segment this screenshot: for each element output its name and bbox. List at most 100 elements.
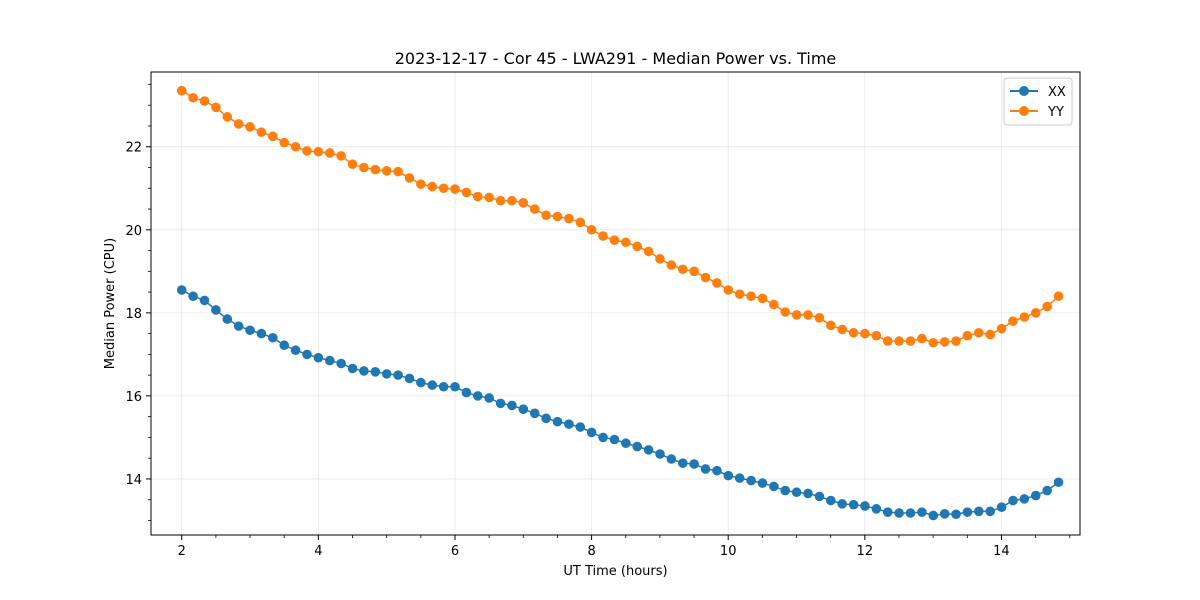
data-point-yy <box>757 293 768 304</box>
data-point-xx <box>381 369 392 379</box>
data-point-yy <box>666 260 677 270</box>
data-point-yy <box>655 254 665 264</box>
data-point-xx <box>689 459 699 469</box>
data-point-yy <box>586 224 597 235</box>
data-point-xx <box>837 499 847 509</box>
data-point-xx <box>222 314 233 324</box>
x-tick-label: 14 <box>993 544 1010 559</box>
data-point-yy <box>381 166 392 176</box>
data-point-yy <box>848 327 859 338</box>
data-point-xx <box>1019 494 1030 504</box>
data-point-xx <box>416 377 426 388</box>
y-tick-label: 18 <box>125 307 142 322</box>
data-point-yy <box>529 204 540 214</box>
data-point-yy <box>677 264 688 275</box>
grid <box>151 72 1080 535</box>
data-point-yy <box>199 96 210 106</box>
data-point-xx <box>723 470 734 481</box>
data-point-yy <box>324 148 335 158</box>
data-point-yy <box>313 146 324 157</box>
data-point-yy <box>712 278 722 288</box>
data-point-yy <box>1008 316 1018 326</box>
data-point-xx <box>564 419 574 429</box>
data-point-xx <box>188 291 198 302</box>
data-point-xx <box>826 495 836 506</box>
data-point-xx <box>621 438 631 449</box>
data-point-xx <box>734 473 745 483</box>
data-point-xx <box>757 478 768 488</box>
y-tick-label: 20 <box>125 224 142 239</box>
data-point-xx <box>1030 490 1041 501</box>
series-line-xx <box>181 289 1059 517</box>
data-point-xx <box>974 506 984 517</box>
data-point-yy <box>803 310 813 320</box>
data-point-yy <box>359 162 369 173</box>
data-point-yy <box>791 310 802 320</box>
data-point-xx <box>211 305 221 315</box>
y-tick-label: 22 <box>125 141 142 156</box>
data-point-yy <box>882 336 893 346</box>
data-point-yy <box>609 235 620 245</box>
data-point-yy <box>1053 291 1064 302</box>
data-point-yy <box>905 336 916 346</box>
x-tick-label: 2 <box>178 544 186 559</box>
data-point-yy <box>860 328 870 339</box>
data-point-yy <box>894 336 904 346</box>
x-axis-label: UT Time (hours) <box>563 564 667 579</box>
data-point-xx <box>712 465 722 476</box>
data-point-xx <box>609 434 620 445</box>
series-line-yy <box>181 90 1060 344</box>
data-point-xx <box>769 481 779 492</box>
data-point-xx <box>746 475 756 486</box>
legend-marker-yy <box>1019 106 1029 116</box>
data-point-yy <box>1030 308 1041 318</box>
x-tick-label: 4 <box>314 544 322 559</box>
data-point-xx <box>780 485 791 496</box>
data-point-xx <box>655 449 665 459</box>
data-point-yy <box>211 102 221 113</box>
data-point-xx <box>803 488 813 499</box>
data-point-yy <box>598 231 608 241</box>
data-point-xx <box>951 509 961 520</box>
data-point-yy <box>871 330 882 341</box>
data-point-xx <box>507 400 517 411</box>
data-point-xx <box>176 285 187 295</box>
legend-marker-xx <box>1019 86 1029 96</box>
data-point-yy <box>541 210 551 221</box>
data-point-xx <box>700 464 711 474</box>
data-point-yy <box>814 313 825 323</box>
data-point-xx <box>871 504 882 514</box>
data-point-yy <box>564 213 574 224</box>
data-point-xx <box>404 373 415 384</box>
data-point-yy <box>347 159 358 169</box>
data-point-yy <box>473 191 483 202</box>
legend-label-xx: XX <box>1048 85 1066 100</box>
data-point-xx <box>814 491 825 502</box>
data-point-xx <box>245 325 255 336</box>
data-point-yy <box>552 211 563 222</box>
data-point-xx <box>586 427 597 438</box>
data-point-yy <box>495 195 506 206</box>
data-point-yy <box>268 131 278 142</box>
data-point-xx <box>962 507 973 517</box>
data-point-xx <box>1008 495 1018 506</box>
data-point-xx <box>302 349 312 360</box>
data-point-yy <box>507 195 517 206</box>
data-point-yy <box>1042 301 1052 312</box>
data-point-xx <box>848 499 859 510</box>
data-point-xx <box>860 501 870 511</box>
data-point-yy <box>302 146 312 156</box>
data-point-xx <box>666 454 677 464</box>
data-point-xx <box>233 321 244 331</box>
data-point-yy <box>336 151 346 161</box>
data-point-xx <box>359 366 369 376</box>
data-point-yy <box>769 299 779 310</box>
data-point-xx <box>268 332 278 343</box>
data-point-yy <box>518 198 529 208</box>
legend: XX YY <box>1003 77 1073 126</box>
y-axis-label: Median Power (CPU) <box>103 238 118 369</box>
axis-ticks: 2 4 6 8 10 12 14 14 16 18 20 22 <box>125 84 1071 559</box>
data-point-xx <box>632 441 643 452</box>
data-point-xx <box>279 340 290 351</box>
data-point-xx <box>905 508 916 518</box>
